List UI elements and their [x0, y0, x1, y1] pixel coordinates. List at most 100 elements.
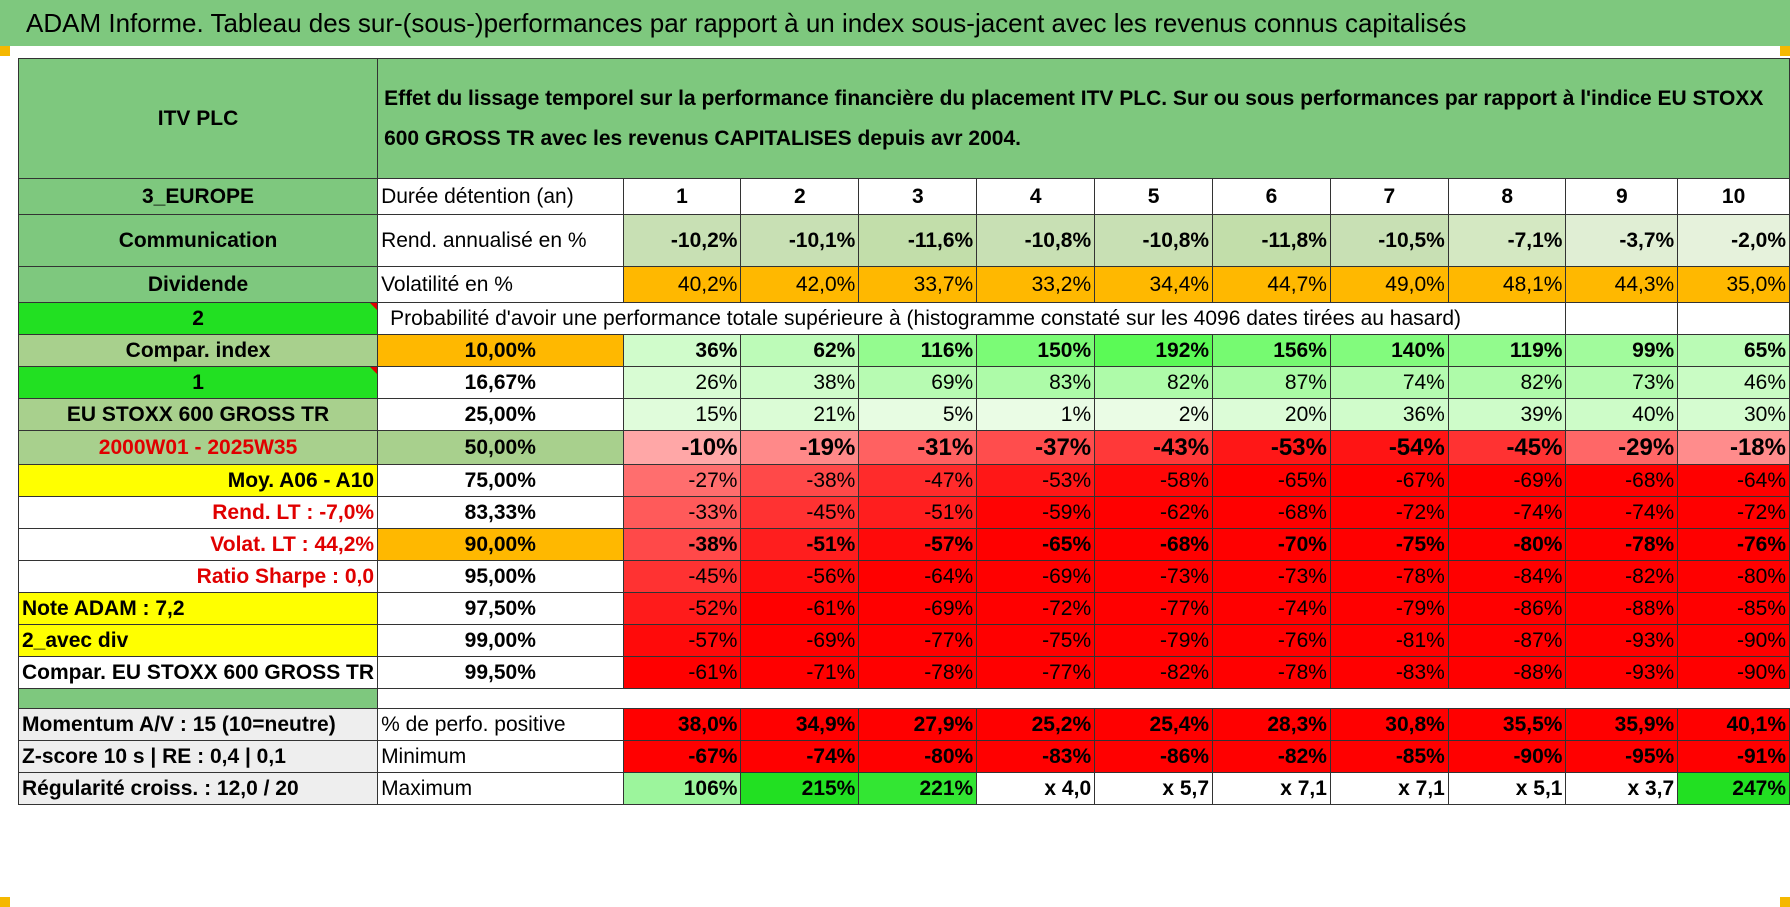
pos-value: 34,9%: [740, 708, 860, 741]
quantile-value: -45%: [1447, 430, 1567, 465]
year-header: 2: [740, 178, 860, 215]
min-value: -85%: [1329, 740, 1449, 773]
quantile-value: -71%: [740, 656, 860, 689]
year-header: 1: [622, 178, 742, 215]
quantile-value: 2%: [1094, 398, 1214, 431]
quantile-value: -69%: [976, 560, 1096, 593]
quantile-level: 90,00%: [377, 528, 624, 561]
max-value: 221%: [858, 772, 978, 805]
count-2-cell: 2: [17, 302, 379, 335]
performance-table: ITV PLC Effet du lissage temporel sur la…: [17, 58, 1790, 805]
quantile-value: 82%: [1094, 366, 1214, 399]
quantile-value: -78%: [1212, 656, 1331, 689]
quantile-value: -85%: [1677, 592, 1790, 625]
min-value: -91%: [1677, 740, 1790, 773]
quantile-value: -53%: [1212, 430, 1331, 465]
quantile-level: 75,00%: [377, 464, 624, 497]
quantile-value: -51%: [740, 528, 860, 561]
quantile-value: -83%: [1329, 656, 1449, 689]
quantile-level: 50,00%: [377, 430, 624, 465]
zscore-label: Z-score 10 s | RE : 0,4 | 0,1: [17, 740, 379, 773]
min-value: -74%: [740, 740, 860, 773]
quantile-value: -45%: [740, 496, 860, 529]
regularite-label: Régularité croiss. : 12,0 / 20: [17, 772, 379, 805]
quantile-value: 74%: [1329, 366, 1449, 399]
min-value: -95%: [1565, 740, 1679, 773]
year-header: 4: [976, 178, 1096, 215]
year-header: 8: [1447, 178, 1567, 215]
quantile-value: -90%: [1677, 624, 1790, 657]
quantile-value: 69%: [858, 366, 978, 399]
spacer-green: [17, 688, 379, 709]
pos-label: % de perfo. positive: [377, 708, 624, 741]
quantile-value: -76%: [1677, 528, 1790, 561]
max-value: x 7,1: [1329, 772, 1449, 805]
rend-value: -3,7%: [1565, 214, 1679, 267]
quantile-value: -45%: [622, 560, 742, 593]
quantile-value: -77%: [976, 656, 1096, 689]
quantile-value: -64%: [858, 560, 978, 593]
quantile-value: -93%: [1565, 624, 1679, 657]
quantile-value: 62%: [740, 334, 860, 367]
year-header: 10: [1677, 178, 1790, 215]
max-value: 215%: [740, 772, 860, 805]
vol-value: 40,2%: [622, 266, 742, 303]
quantile-value: -88%: [1447, 656, 1567, 689]
rend-value: -10,8%: [976, 214, 1096, 267]
max-label: Maximum: [377, 772, 624, 805]
quantile-value: -43%: [1094, 430, 1214, 465]
quantile-value: -52%: [622, 592, 742, 625]
quantile-value: -80%: [1447, 528, 1567, 561]
max-value: x 7,1: [1212, 772, 1331, 805]
quantile-value: -73%: [1212, 560, 1331, 593]
duree-label: Durée détention (an): [377, 178, 624, 215]
quantile-value: -78%: [1329, 560, 1449, 593]
quantile-value: -73%: [1094, 560, 1214, 593]
quantile-value: -77%: [858, 624, 978, 657]
quantile-value: -27%: [622, 464, 742, 497]
quantile-value: -47%: [858, 464, 978, 497]
year-header: 7: [1329, 178, 1449, 215]
dividende-label: Dividende: [17, 266, 379, 303]
quantile-value: -68%: [1094, 528, 1214, 561]
rend-label: Rend. annualisé en %: [377, 214, 624, 267]
quantile-value: -86%: [1447, 592, 1567, 625]
quantile-value: -75%: [976, 624, 1096, 657]
corner-marker-br: [1780, 897, 1790, 907]
corner-marker-bl: [0, 897, 10, 907]
avec-div-label: 2_avec div: [17, 624, 379, 657]
sector-label: Communication: [17, 214, 379, 267]
quantile-value: -78%: [858, 656, 978, 689]
compar-label: Compar. EU STOXX 600 GROSS TR: [17, 656, 379, 689]
quantile-value: 150%: [976, 334, 1096, 367]
blank-cell: [1677, 302, 1790, 335]
count-1-cell: 1: [17, 366, 379, 399]
corner-marker-tl: [0, 46, 10, 56]
quantile-level: 16,67%: [377, 366, 624, 399]
min-label: Minimum: [377, 740, 624, 773]
quantile-value: 30%: [1677, 398, 1790, 431]
quantile-value: 15%: [622, 398, 742, 431]
quantile-value: 116%: [858, 334, 978, 367]
year-header: 9: [1565, 178, 1679, 215]
rend-lt-label: Rend. LT : -7,0%: [17, 496, 379, 529]
rend-value: -10,2%: [622, 214, 742, 267]
quantile-value: 39%: [1447, 398, 1567, 431]
quantile-value: -19%: [740, 430, 860, 465]
rend-value: -11,6%: [858, 214, 978, 267]
quantile-value: 65%: [1677, 334, 1790, 367]
quantile-value: -62%: [1094, 496, 1214, 529]
quantile-value: -72%: [1329, 496, 1449, 529]
quantile-value: 38%: [740, 366, 860, 399]
quantile-value: 5%: [858, 398, 978, 431]
quantile-value: -61%: [740, 592, 860, 625]
quantile-value: -79%: [1094, 624, 1214, 657]
quantile-value: -61%: [622, 656, 742, 689]
quantile-value: -10%: [622, 430, 742, 465]
quantile-value: -74%: [1447, 496, 1567, 529]
pos-value: 35,5%: [1447, 708, 1567, 741]
pos-value: 28,3%: [1212, 708, 1331, 741]
quantile-value: 99%: [1565, 334, 1679, 367]
quantile-value: -69%: [740, 624, 860, 657]
rend-value: -10,1%: [740, 214, 860, 267]
